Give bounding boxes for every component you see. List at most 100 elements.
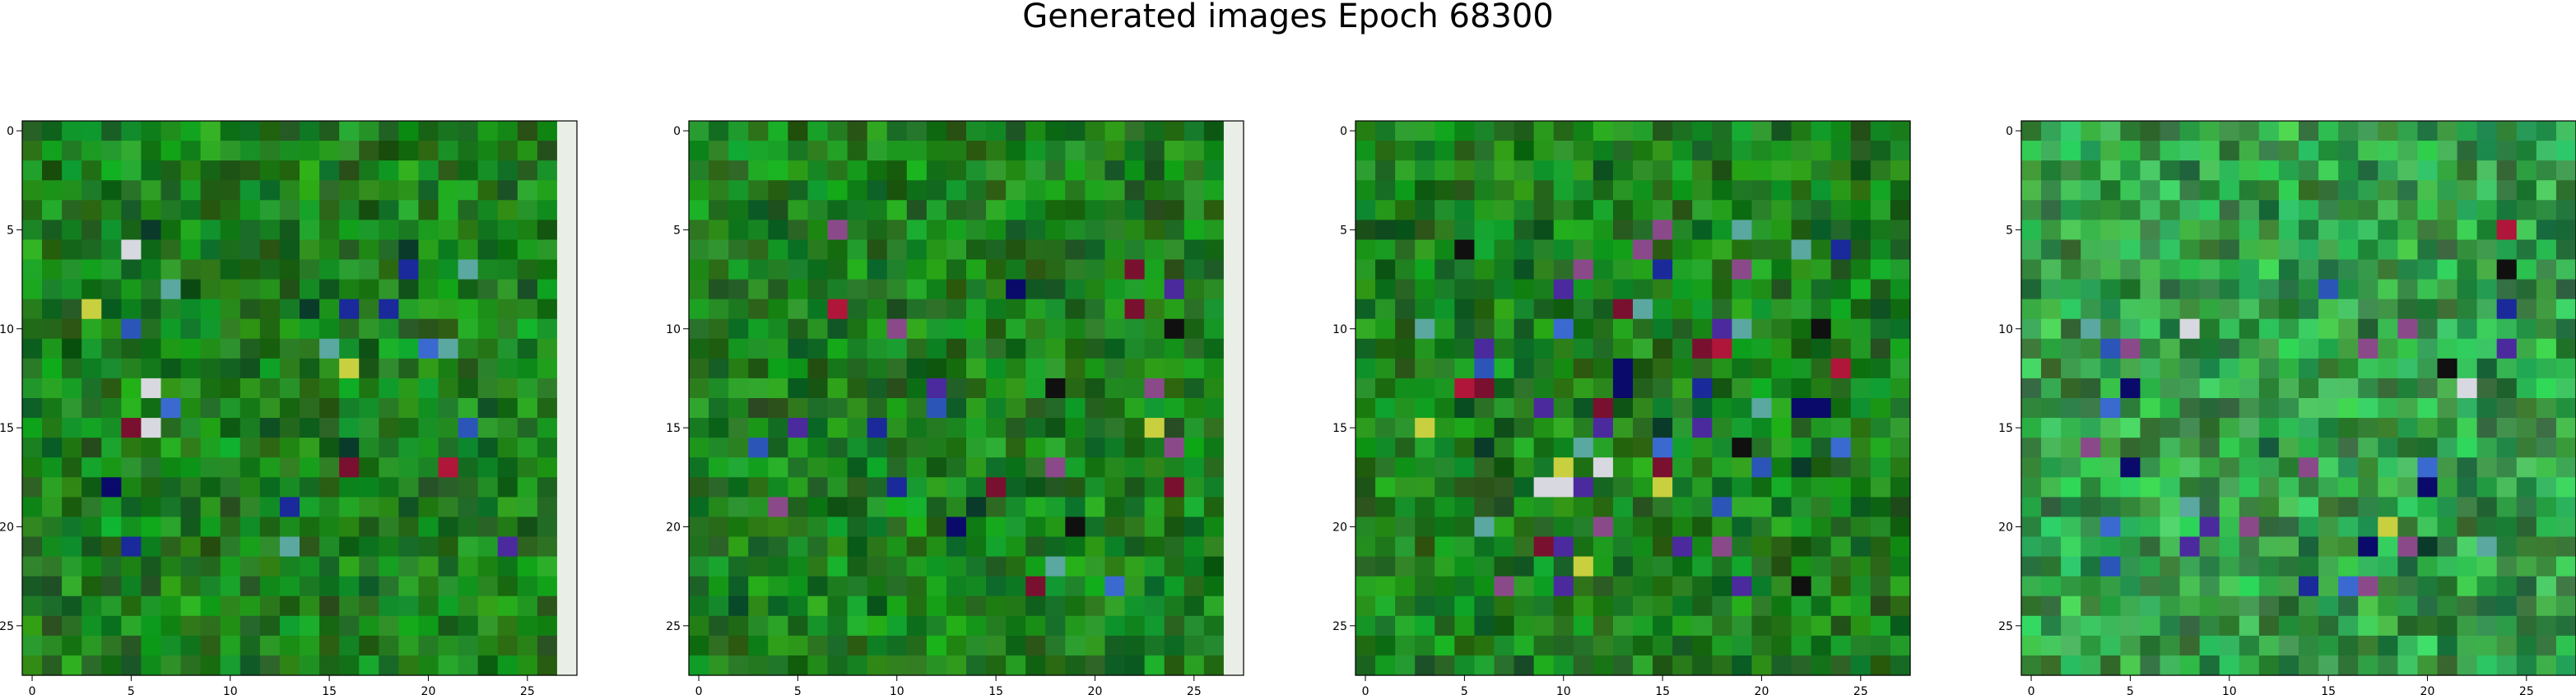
pixel-cell — [2199, 141, 2220, 161]
pixel-cell — [2120, 200, 2141, 220]
pixel-cell — [2378, 635, 2398, 656]
pixel-cell — [339, 635, 360, 656]
pixel-cell — [319, 220, 340, 241]
pixel-cell — [81, 299, 102, 320]
pixel-cell — [339, 160, 360, 181]
pixel-cell — [1533, 418, 1555, 438]
pixel-cell — [458, 398, 479, 419]
pixel-cell — [537, 517, 558, 538]
pixel-cell — [2417, 299, 2439, 320]
pixel-cell — [946, 358, 967, 379]
pixel-cell — [2199, 160, 2220, 181]
pixel-cell — [1223, 418, 1244, 438]
pixel-cell — [2397, 497, 2419, 518]
pixel-cell — [1085, 259, 1106, 280]
pixel-cell — [62, 536, 82, 558]
pixel-cell — [22, 239, 43, 261]
pixel-cell — [1355, 180, 1376, 201]
pixel-cell — [926, 378, 947, 399]
pixel-cell — [1653, 477, 1673, 498]
pixel-cell — [728, 556, 749, 577]
pixel-cell — [807, 556, 829, 577]
y-tick-label: 20 — [666, 521, 681, 534]
pixel-cell — [2437, 141, 2458, 161]
pixel-cell — [1712, 141, 1732, 161]
y-tick-label: 0 — [2006, 125, 2013, 138]
pixel-cell — [300, 121, 320, 141]
pixel-cell — [886, 338, 908, 359]
pixel-cell — [2555, 279, 2576, 300]
pixel-cell — [2239, 595, 2260, 617]
pixel-cell — [477, 556, 499, 577]
pixel-cell — [966, 536, 987, 558]
pixel-cell — [2140, 615, 2161, 637]
pixel-cell — [1104, 200, 1126, 220]
pixel-cell — [2021, 338, 2042, 359]
pixel-cell — [2199, 299, 2220, 320]
pixel-cell — [867, 259, 888, 280]
pixel-cell — [1514, 180, 1535, 201]
pixel-cell — [748, 259, 769, 280]
pixel-cell — [827, 556, 849, 577]
pixel-cell — [2160, 457, 2181, 478]
pixel-cell — [2278, 556, 2299, 577]
pixel-cell — [689, 279, 709, 300]
pixel-cell — [160, 220, 182, 241]
pixel-cell — [1751, 141, 1773, 161]
pixel-cell — [81, 398, 102, 419]
pixel-cell — [1633, 655, 1653, 676]
pixel-cell — [2299, 160, 2319, 181]
pixel-cell — [1732, 259, 1753, 280]
pixel-cell — [807, 477, 829, 498]
pixel-cell — [1533, 338, 1555, 359]
pixel-cell — [1712, 595, 1732, 617]
pixel-cell — [81, 259, 102, 280]
pixel-cell — [180, 536, 202, 558]
pixel-cell — [807, 121, 829, 141]
pixel-cell — [1104, 121, 1126, 141]
pixel-cell — [2199, 200, 2220, 220]
pixel-cell — [141, 318, 162, 340]
pixel-cell — [1811, 239, 1832, 261]
pixel-cell — [1811, 635, 1832, 656]
pixel-cell — [2516, 635, 2537, 656]
pixel-cell — [477, 477, 499, 498]
pixel-cell — [1355, 358, 1376, 379]
pixel-cell — [2318, 239, 2339, 261]
pixel-cell — [379, 180, 399, 201]
pixel-cell — [2496, 160, 2518, 181]
pixel-cell — [2496, 259, 2518, 280]
pixel-cell — [2555, 517, 2576, 538]
pixel-cell — [359, 338, 379, 359]
pixel-cell — [2496, 418, 2518, 438]
pixel-cell — [1395, 160, 1416, 181]
pixel-cell — [1045, 220, 1066, 241]
pixel-cell — [1514, 438, 1535, 458]
pixel-cell — [180, 279, 202, 300]
pixel-cell — [22, 338, 43, 359]
pixel-cell — [748, 595, 769, 617]
pixel-cell — [827, 259, 849, 280]
pixel-cell — [2219, 239, 2240, 261]
pixel-cell — [497, 200, 518, 220]
pixel-cell — [2358, 655, 2378, 676]
pixel-cell — [748, 635, 769, 656]
pixel-cell — [438, 517, 459, 538]
pixel-cell — [1006, 418, 1026, 438]
pixel-cell — [1850, 497, 1872, 518]
pixel-cell — [689, 418, 709, 438]
pixel-cell — [2496, 595, 2518, 617]
pixel-cell — [200, 497, 221, 518]
pixel-cell — [2476, 299, 2498, 320]
pixel-cell — [22, 615, 43, 637]
pixel-cell — [2021, 497, 2042, 518]
pixel-cell — [1514, 635, 1535, 656]
pixel-cell — [2278, 595, 2299, 617]
pixel-cell — [1144, 438, 1165, 458]
pixel-cell — [1830, 239, 1852, 261]
pixel-cell — [239, 299, 261, 320]
pixel-cell — [2338, 378, 2359, 399]
pixel-cell — [1692, 615, 1713, 637]
pixel-cell — [22, 438, 43, 458]
pixel-cell — [1474, 338, 1495, 359]
